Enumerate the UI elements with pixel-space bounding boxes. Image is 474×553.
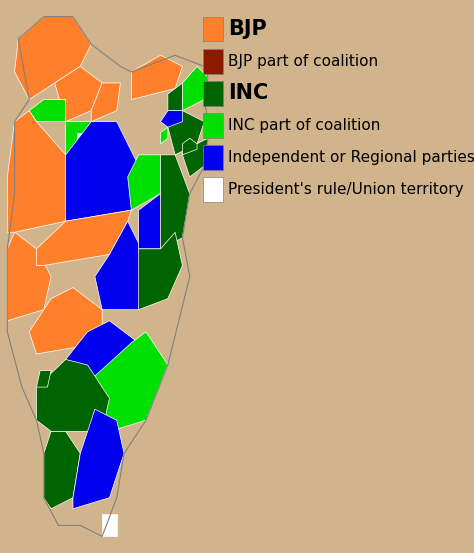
Bar: [202, 17, 223, 41]
Polygon shape: [7, 111, 66, 232]
Bar: [202, 177, 223, 202]
Text: BJP part of coalition: BJP part of coalition: [228, 54, 378, 69]
Text: Independent or Regional parties: Independent or Regional parties: [228, 150, 474, 165]
Bar: [202, 145, 223, 170]
Polygon shape: [29, 100, 66, 122]
Polygon shape: [168, 111, 204, 155]
Polygon shape: [66, 321, 139, 398]
Polygon shape: [161, 111, 182, 127]
Polygon shape: [131, 232, 182, 310]
Text: President's rule/Union territory: President's rule/Union territory: [228, 182, 464, 197]
Polygon shape: [139, 194, 161, 249]
Polygon shape: [66, 122, 91, 155]
Bar: [202, 113, 223, 138]
Text: INC part of coalition: INC part of coalition: [228, 118, 381, 133]
Polygon shape: [95, 332, 168, 431]
Polygon shape: [7, 232, 51, 321]
Polygon shape: [95, 221, 139, 310]
Polygon shape: [44, 431, 80, 509]
Bar: [202, 81, 223, 106]
Polygon shape: [182, 138, 208, 177]
Polygon shape: [91, 83, 120, 122]
Polygon shape: [161, 127, 168, 144]
Polygon shape: [36, 210, 131, 265]
Polygon shape: [55, 66, 102, 122]
Polygon shape: [77, 133, 84, 144]
Polygon shape: [36, 371, 51, 387]
Text: BJP: BJP: [228, 19, 267, 39]
Polygon shape: [55, 122, 139, 221]
Bar: [202, 49, 223, 74]
Polygon shape: [161, 155, 190, 249]
Polygon shape: [168, 83, 182, 111]
Polygon shape: [36, 359, 109, 431]
Text: INC: INC: [228, 83, 268, 103]
Polygon shape: [128, 155, 161, 210]
Polygon shape: [102, 514, 117, 536]
Polygon shape: [182, 138, 197, 155]
Polygon shape: [29, 288, 102, 354]
Polygon shape: [73, 409, 124, 509]
Polygon shape: [182, 66, 208, 111]
Polygon shape: [15, 17, 91, 100]
Polygon shape: [131, 55, 182, 100]
